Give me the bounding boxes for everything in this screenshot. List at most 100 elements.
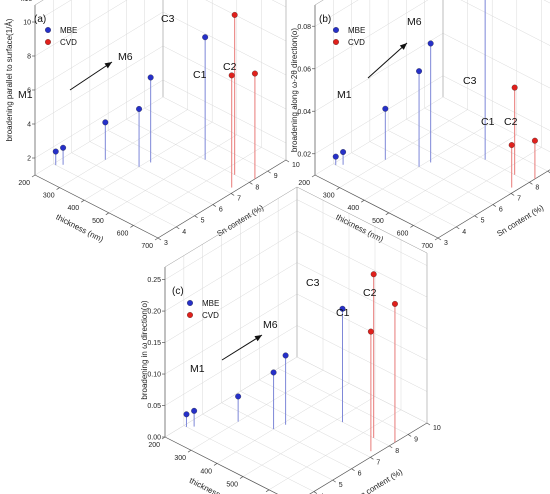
y-tick bbox=[176, 226, 180, 230]
box-edge bbox=[164, 186, 298, 268]
z-tick-label: 0.15 bbox=[147, 340, 161, 347]
y-tick bbox=[230, 193, 235, 196]
wall-gridline bbox=[34, 0, 72, 23]
legend-label: CVD bbox=[202, 311, 219, 320]
floor-gridline bbox=[240, 391, 371, 458]
wall-gridline bbox=[34, 11, 164, 91]
z-tick-label: 0.06 bbox=[297, 66, 311, 73]
wall-gridline bbox=[164, 293, 298, 375]
panel-label: (a) bbox=[34, 14, 46, 25]
floor-gridline bbox=[183, 425, 314, 492]
data-point bbox=[235, 393, 242, 400]
floor-gridline bbox=[108, 134, 237, 214]
wall-gridline bbox=[442, 33, 550, 89]
floor-gridline bbox=[442, 96, 550, 153]
legend-marker bbox=[45, 27, 51, 33]
y-tick bbox=[407, 434, 412, 437]
data-point bbox=[251, 70, 258, 77]
y-axis-label: Sn content (%) bbox=[354, 467, 404, 494]
y-tick-label: 6 bbox=[219, 207, 223, 214]
point-annotation: C2 bbox=[223, 61, 237, 73]
floor-gridline bbox=[278, 368, 409, 435]
data-point bbox=[191, 407, 198, 414]
floor-gridline bbox=[89, 141, 213, 205]
legend-marker bbox=[45, 39, 51, 45]
y-tick-label: 3 bbox=[444, 240, 448, 247]
floor-gridline bbox=[369, 141, 493, 205]
x-tick-label: 200 bbox=[298, 180, 310, 187]
wall-gridline bbox=[314, 33, 444, 112]
data-point bbox=[202, 34, 209, 41]
data-point bbox=[147, 74, 154, 81]
y-tick bbox=[285, 159, 290, 163]
y-axis-label: Sn content (%) bbox=[495, 203, 545, 238]
z-tick-label: 10 bbox=[23, 20, 31, 27]
wall-gridline bbox=[460, 0, 550, 46]
x-tick bbox=[410, 225, 414, 228]
box-edge bbox=[296, 186, 428, 254]
y-tick-label: 5 bbox=[201, 218, 205, 225]
z-tick-label: 0.00 bbox=[147, 435, 161, 442]
wall-gridline bbox=[296, 199, 428, 266]
y-tick-label: 7 bbox=[237, 195, 241, 202]
chart-panel: 2003004005006007003456789100.020.040.060… bbox=[290, 0, 550, 250]
wall-gridline bbox=[34, 0, 128, 57]
point-annotation: M1 bbox=[18, 89, 33, 101]
y-tick-label: 5 bbox=[339, 482, 343, 489]
trend-arrow-head bbox=[399, 43, 407, 50]
wall-gridline bbox=[164, 325, 298, 406]
x-tick-label: 400 bbox=[348, 205, 360, 212]
z-axis-label: broadening parallel to surface(1/Å) bbox=[5, 18, 14, 141]
data-point bbox=[416, 68, 423, 75]
point-annotation: M1 bbox=[337, 89, 352, 101]
y-axis-line bbox=[157, 159, 287, 239]
data-point bbox=[382, 105, 389, 112]
x-tick bbox=[81, 199, 85, 203]
legend-marker bbox=[187, 312, 193, 318]
floor-gridline bbox=[216, 383, 350, 464]
data-point bbox=[427, 40, 434, 47]
x-tick-label: 300 bbox=[174, 455, 186, 462]
trend-arrow bbox=[367, 42, 408, 79]
legend-label: CVD bbox=[60, 38, 77, 47]
x-tick-label: 200 bbox=[148, 442, 160, 449]
point-annotation: C3 bbox=[306, 277, 320, 289]
x-axis-line bbox=[164, 436, 279, 494]
z-tick-label: 4 bbox=[27, 122, 31, 129]
y-tick bbox=[370, 456, 374, 460]
floor-gridline bbox=[53, 163, 177, 228]
y-tick-label: 7 bbox=[517, 195, 521, 202]
wall-gridline bbox=[296, 230, 428, 298]
legend-marker bbox=[333, 27, 339, 33]
trend-arrow-head bbox=[104, 62, 112, 69]
floor-gridline bbox=[406, 119, 530, 183]
wall-gridline bbox=[164, 199, 298, 280]
data-point bbox=[102, 119, 109, 126]
z-tick-label: 2 bbox=[27, 156, 31, 163]
floor-gridline bbox=[333, 163, 457, 228]
wall-gridline bbox=[164, 356, 298, 438]
wall-gridline bbox=[296, 293, 428, 361]
z-tick-label: 0.05 bbox=[147, 403, 161, 410]
z-tick-label: 8 bbox=[27, 54, 31, 61]
x-tick-label: 700 bbox=[141, 243, 153, 250]
floor-gridline bbox=[144, 107, 268, 172]
y-tick bbox=[547, 170, 550, 174]
data-point bbox=[370, 271, 377, 278]
legend-marker bbox=[187, 300, 193, 306]
data-point bbox=[340, 149, 347, 155]
y-tick bbox=[212, 204, 217, 207]
trend-arrow-head bbox=[254, 335, 262, 342]
data-point bbox=[136, 106, 143, 112]
floor-gridline bbox=[364, 121, 493, 201]
y-tick-label: 8 bbox=[255, 184, 259, 191]
floor-gridline bbox=[162, 96, 287, 161]
y-tick-label: 7 bbox=[376, 459, 380, 466]
x-axis-line bbox=[314, 174, 439, 239]
y-tick bbox=[474, 215, 478, 219]
y-tick-label: 10 bbox=[292, 162, 300, 169]
z-tick-label: 0.20 bbox=[147, 309, 161, 316]
x-tick bbox=[130, 225, 134, 228]
data-point bbox=[367, 328, 374, 335]
